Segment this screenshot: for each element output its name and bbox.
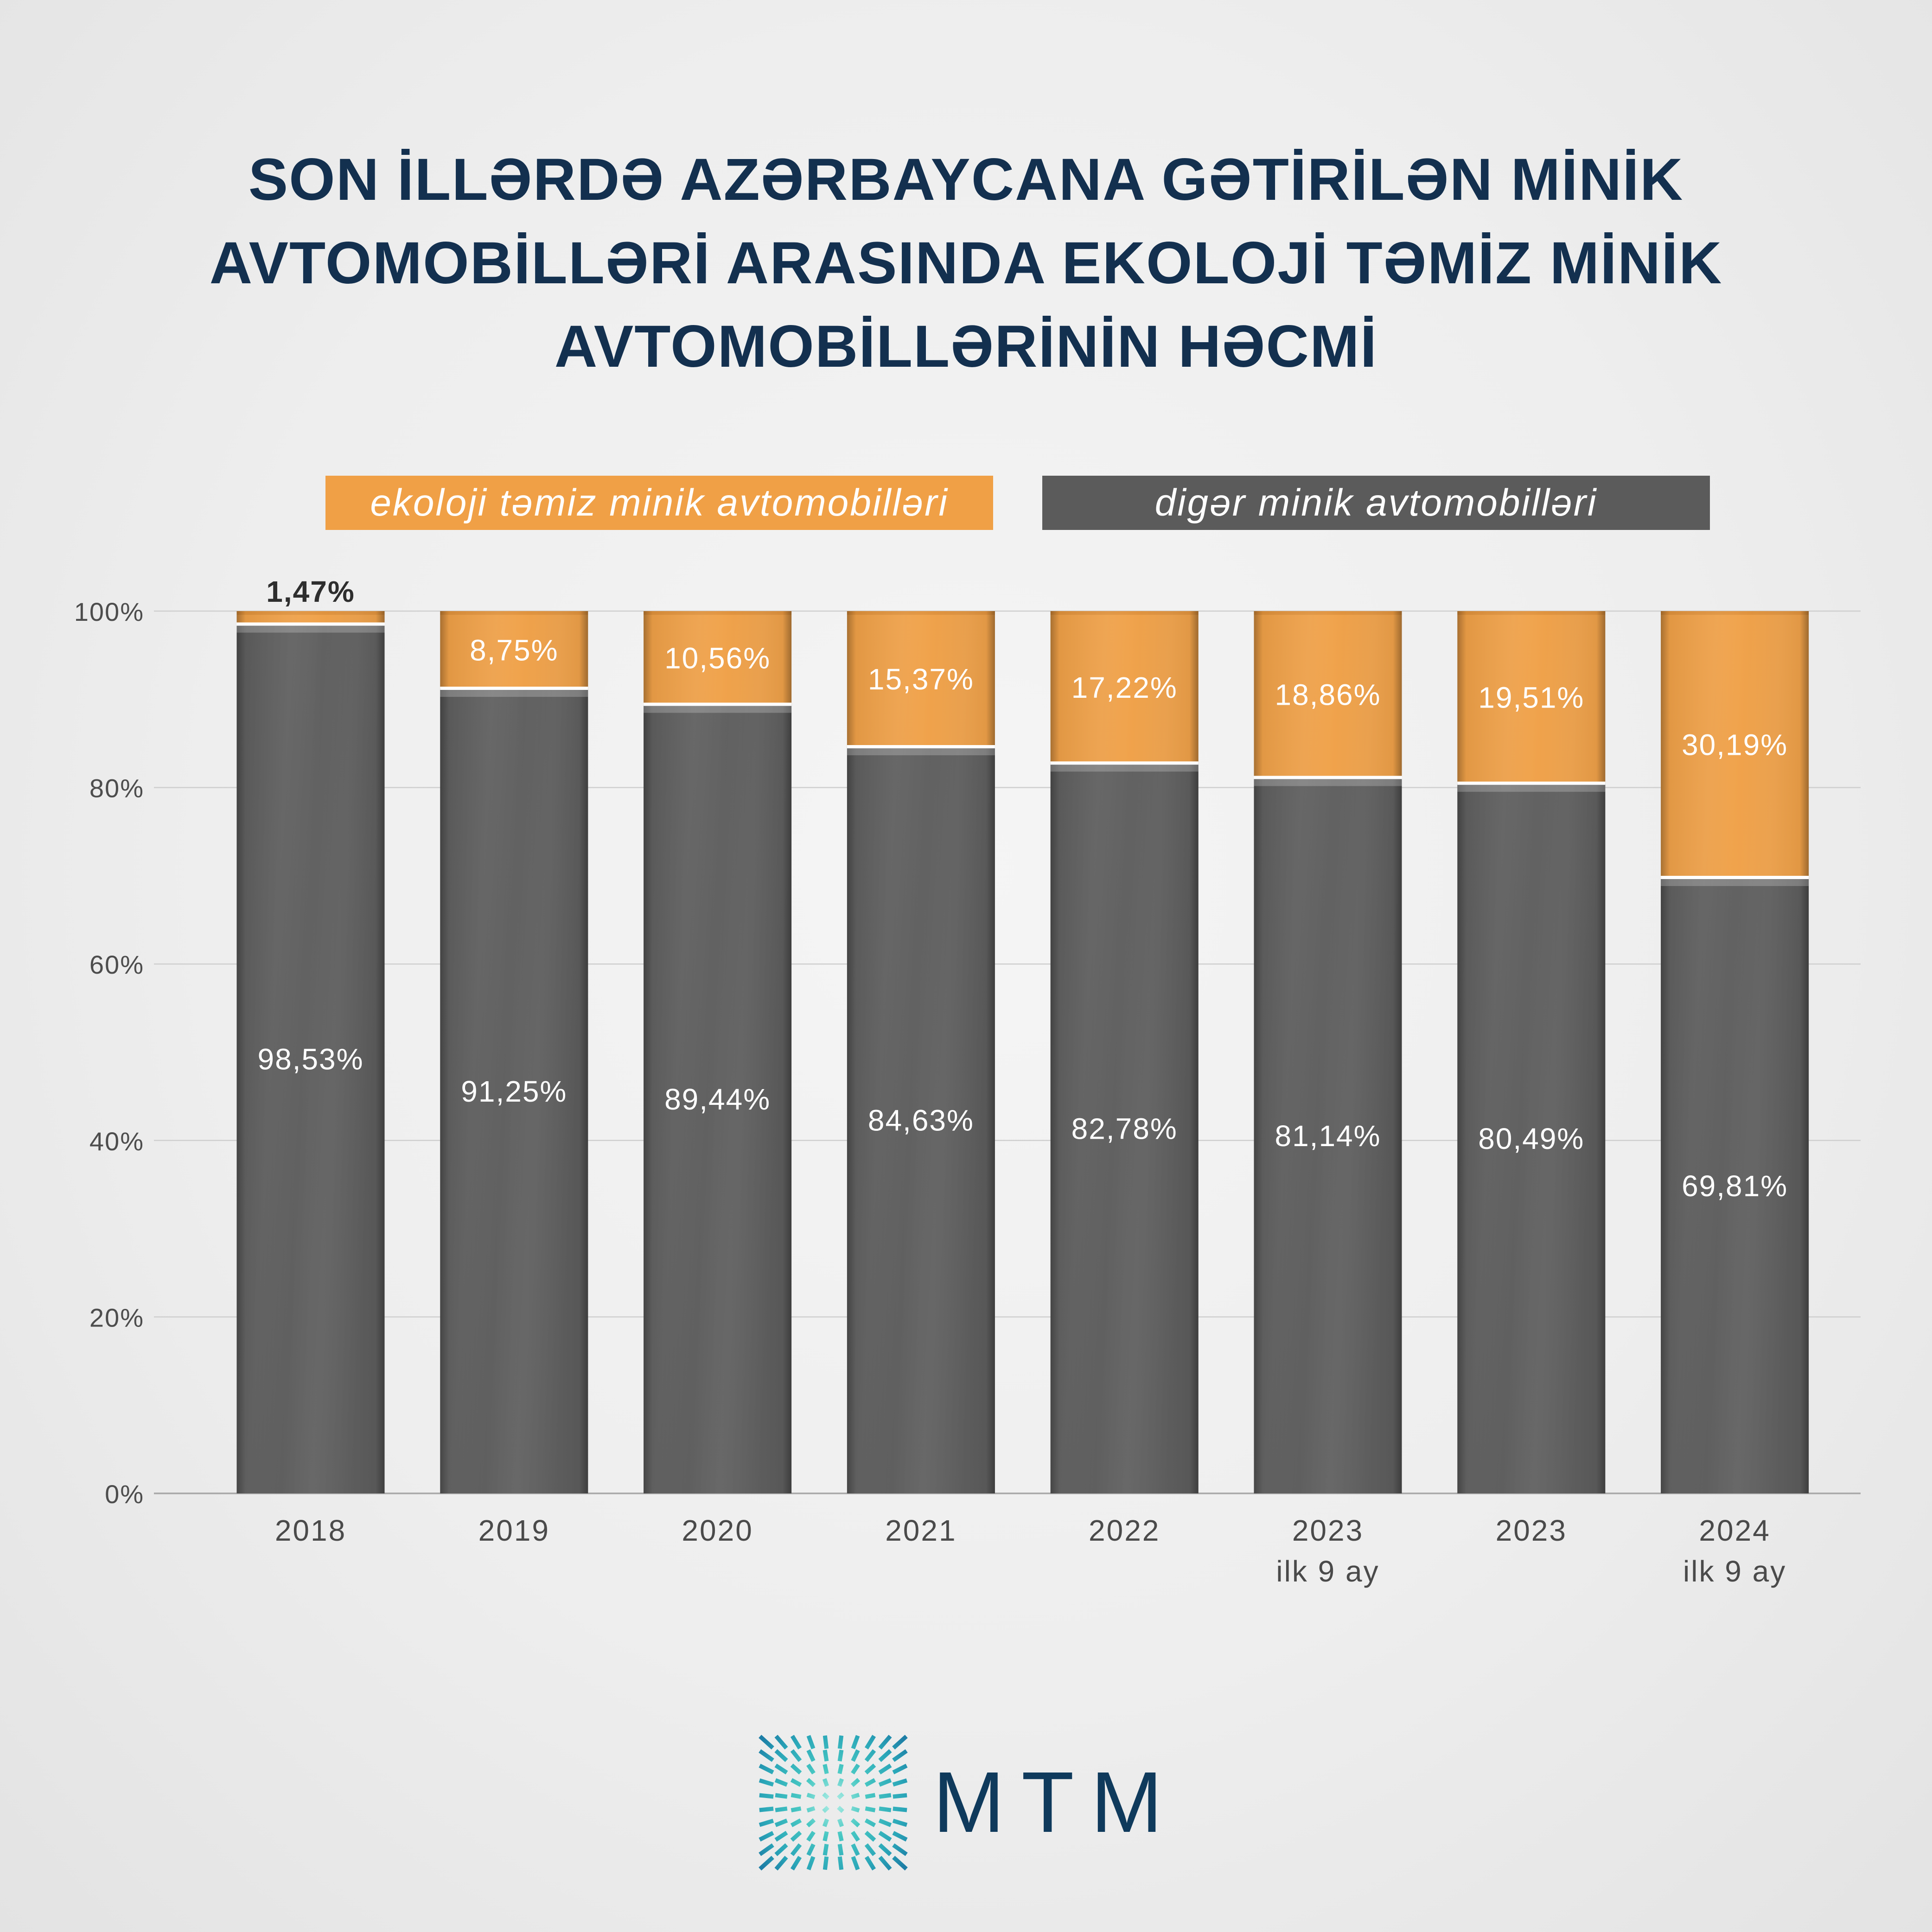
chart-labels: 0% 20% 40% 60% 80% 100% 98,53% 1,47% 91,25% 8,75%… — [74, 575, 1788, 1509]
bar-shade — [440, 611, 588, 1493]
data-label-eco-0: 1,47% — [266, 575, 355, 608]
bar-shade — [1661, 611, 1809, 1493]
bar-highlight — [236, 625, 385, 633]
data-label-other-4: 82,78% — [1071, 1112, 1178, 1145]
data-label-eco-3: 15,37% — [868, 663, 974, 696]
data-label-other-7: 69,81% — [1682, 1169, 1788, 1203]
bar-highlight — [440, 690, 588, 697]
bar-highlight — [644, 706, 792, 713]
bar-highlight — [847, 748, 995, 755]
x-tick-label: 2018 — [274, 1514, 347, 1547]
bar-highlight — [1457, 784, 1606, 792]
x-tick-label: 2024 ilk 9 ay — [1683, 1514, 1787, 1588]
bar-highlight — [1661, 879, 1809, 886]
bar-shade — [1457, 611, 1606, 1493]
data-label-eco-1: 8,75% — [470, 633, 558, 667]
x-tick-label: 2021 — [885, 1514, 957, 1547]
chart-title: SON İLLƏRDƏ AZƏRBAYCANA GƏTİRİLƏN MİNİK … — [209, 147, 1723, 380]
data-label-other-3: 84,63% — [868, 1104, 974, 1137]
data-label-other-1: 91,25% — [461, 1075, 567, 1108]
bar-shade — [236, 611, 385, 1493]
data-label-eco-2: 10,56% — [664, 641, 771, 675]
y-tick-label: 60% — [89, 950, 144, 979]
x-tick-label: 2023 — [1495, 1514, 1567, 1547]
mtm-logo-mark — [759, 1734, 908, 1871]
mtm-sunburst-icon — [759, 1734, 908, 1871]
data-label-other-0: 98,53% — [257, 1042, 363, 1076]
data-label-eco-6: 19,51% — [1478, 681, 1584, 714]
x-tick-label: 2019 — [478, 1514, 550, 1547]
x-tick-label: 2023 ilk 9 ay — [1276, 1514, 1380, 1588]
bars — [236, 611, 1809, 1493]
y-tick-label: 20% — [89, 1303, 144, 1332]
y-tick-label: 100% — [74, 597, 144, 626]
x-tick-label: 2022 — [1089, 1514, 1160, 1547]
legend-item-other: digər minik avtomobilləri — [1042, 476, 1710, 530]
data-label-eco-4: 17,22% — [1071, 671, 1178, 704]
data-label-eco-5: 18,86% — [1275, 678, 1381, 711]
bar-shade — [1254, 611, 1402, 1493]
bar-highlight — [1254, 779, 1402, 786]
bar-shade — [644, 611, 792, 1493]
x-tick-label: 2020 — [682, 1514, 753, 1547]
y-tick-label: 80% — [89, 774, 144, 803]
data-label-other-2: 89,44% — [664, 1083, 771, 1116]
data-label-other-6: 80,49% — [1478, 1122, 1584, 1155]
bar-shade — [847, 611, 995, 1493]
bar-highlight — [1050, 765, 1199, 772]
y-tick-label: 0% — [105, 1479, 144, 1509]
data-label-eco-7: 30,19% — [1682, 728, 1788, 761]
legend-item-eco: ekoloji təmiz minik avtomobilləri — [325, 476, 993, 530]
logo-wordmark: MTM — [933, 1754, 1180, 1850]
data-label-other-5: 81,14% — [1275, 1119, 1381, 1153]
bar-shade — [1050, 611, 1199, 1493]
y-tick-label: 40% — [89, 1127, 144, 1156]
